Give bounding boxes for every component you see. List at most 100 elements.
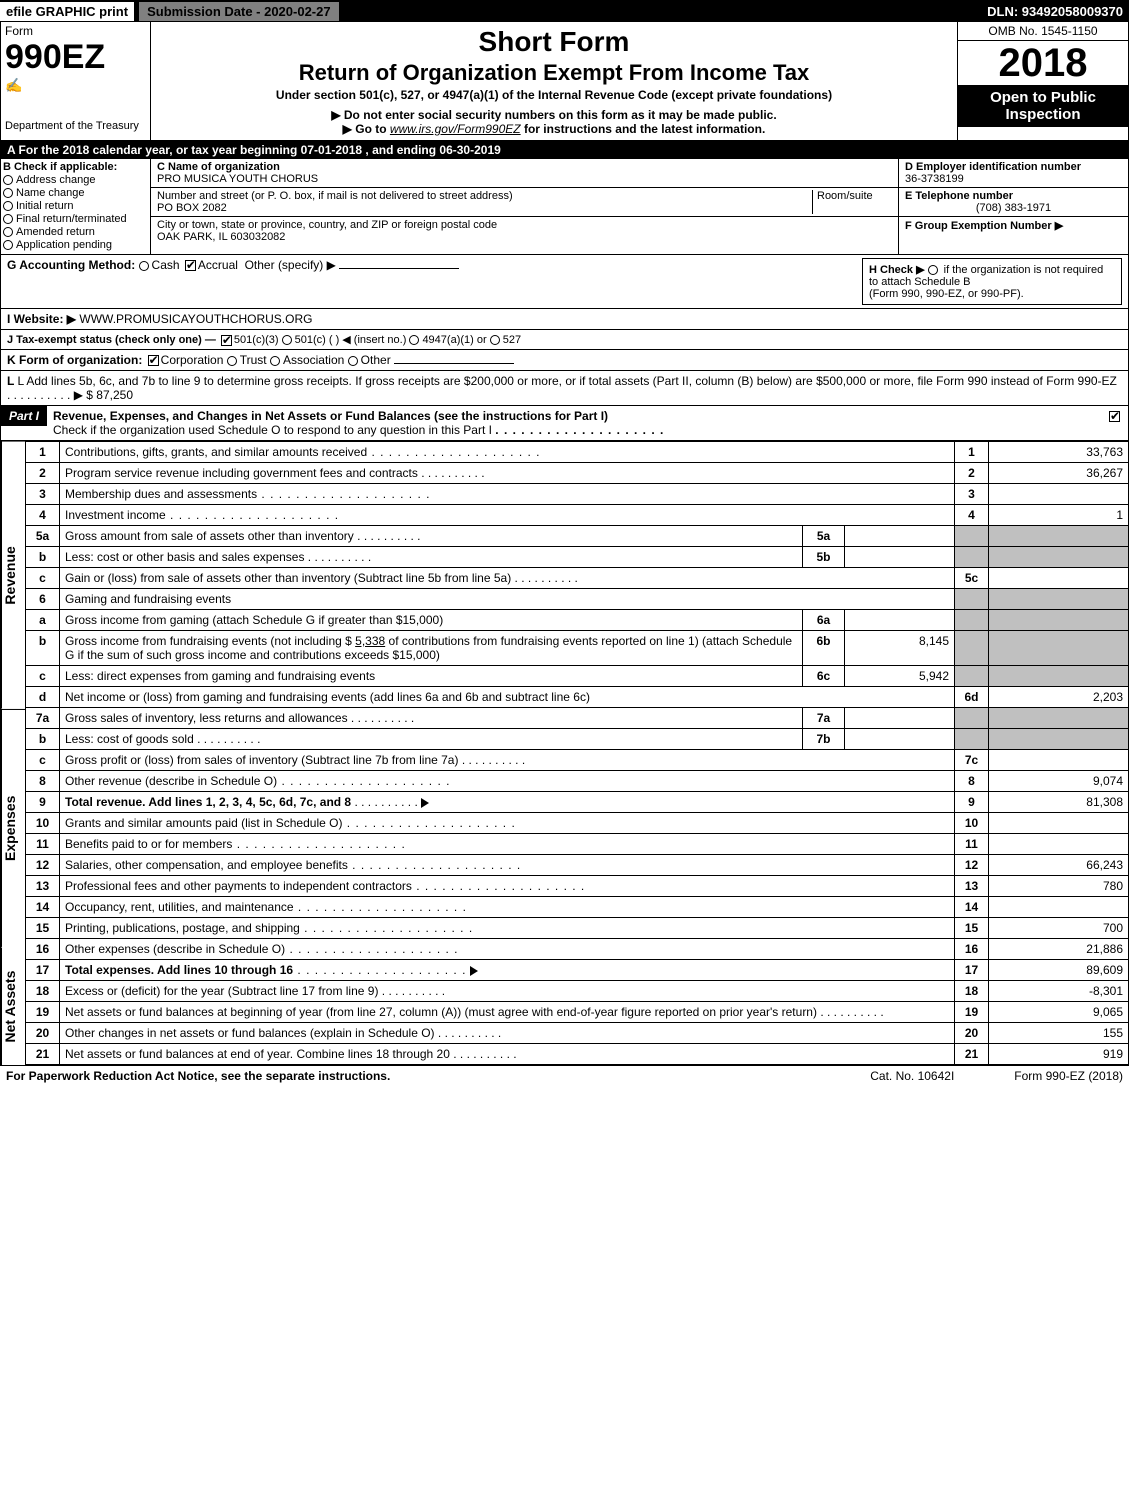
h-text3: (Form 990, 990-EZ, or 990-PF). bbox=[869, 288, 1024, 300]
l19-val: 9,065 bbox=[989, 1002, 1129, 1023]
chk-name-change[interactable] bbox=[3, 188, 13, 198]
tax-year: 2018 bbox=[958, 41, 1128, 85]
l7c-val bbox=[989, 750, 1129, 771]
l6c-num: c bbox=[26, 666, 60, 687]
header-left: Form 990EZ ✍ Department of the Treasury bbox=[1, 22, 151, 140]
k-trust-check[interactable] bbox=[227, 356, 237, 366]
l12-num: 12 bbox=[26, 855, 60, 876]
j-opt3: 4947(a)(1) or bbox=[422, 334, 486, 346]
l21-num: 21 bbox=[26, 1044, 60, 1065]
l18-val: -8,301 bbox=[989, 981, 1129, 1002]
do-not-enter: ▶ Do not enter social security numbers o… bbox=[331, 108, 776, 122]
l6b-num: b bbox=[26, 631, 60, 666]
l7b-num: b bbox=[26, 729, 60, 750]
l11-val bbox=[989, 834, 1129, 855]
g-other: Other (specify) ▶ bbox=[245, 258, 336, 272]
l7a-subnum: 7a bbox=[803, 708, 845, 729]
j-label: J Tax-exempt status (check only one) — bbox=[7, 334, 216, 346]
j-4947-check[interactable] bbox=[409, 335, 419, 345]
l7a-subval bbox=[845, 708, 955, 729]
l17-desc: Total expenses. Add lines 10 through 16 bbox=[65, 963, 293, 977]
i-row: I Website: ▶ WWW.PROMUSICAYOUTHCHORUS.OR… bbox=[0, 309, 1129, 330]
l11-desc: Benefits paid to or for members bbox=[65, 837, 232, 851]
l7c-rnum: 7c bbox=[955, 750, 989, 771]
l1-num: 1 bbox=[26, 442, 60, 463]
line-14: 14Occupancy, rent, utilities, and mainte… bbox=[26, 897, 1129, 918]
chk-initial-return[interactable] bbox=[3, 201, 13, 211]
footer-left: For Paperwork Reduction Act Notice, see … bbox=[6, 1069, 390, 1083]
line-6a: a Gross income from gaming (attach Sched… bbox=[26, 610, 1129, 631]
l6-desc: Gaming and fundraising events bbox=[60, 589, 955, 610]
l6c-subval: 5,942 bbox=[845, 666, 955, 687]
l5b-subval bbox=[845, 547, 955, 568]
k-corp-check[interactable] bbox=[148, 355, 159, 366]
k-assoc: Association bbox=[283, 353, 344, 367]
k-assoc-check[interactable] bbox=[270, 356, 280, 366]
j-501c3-check[interactable] bbox=[221, 335, 232, 346]
l3-val bbox=[989, 484, 1129, 505]
line-1: 1 Contributions, gifts, grants, and simi… bbox=[26, 442, 1129, 463]
l7a-desc: Gross sales of inventory, less returns a… bbox=[65, 711, 348, 725]
part1-check-text: Check if the organization used Schedule … bbox=[53, 423, 492, 437]
g-cash-check[interactable] bbox=[139, 261, 149, 271]
chk-address-change[interactable] bbox=[3, 175, 13, 185]
g-accrual: Accrual bbox=[198, 258, 238, 272]
chk-label-2: Initial return bbox=[16, 200, 73, 212]
g-accrual-check[interactable] bbox=[185, 260, 196, 271]
l15-val: 700 bbox=[989, 918, 1129, 939]
l16-val: 21,886 bbox=[989, 939, 1129, 960]
line-17: 17Total expenses. Add lines 10 through 1… bbox=[26, 960, 1129, 981]
l13-val: 780 bbox=[989, 876, 1129, 897]
l17-val: 89,609 bbox=[989, 960, 1129, 981]
b-label: B Check if applicable: bbox=[3, 161, 148, 173]
h-label: H Check ▶ bbox=[869, 264, 925, 276]
k-other-check[interactable] bbox=[348, 356, 358, 366]
part1-schedule-o-check[interactable] bbox=[1109, 411, 1120, 422]
l14-num: 14 bbox=[26, 897, 60, 918]
line-19: 19Net assets or fund balances at beginni… bbox=[26, 1002, 1129, 1023]
l5a-subnum: 5a bbox=[803, 526, 845, 547]
org-name: PRO MUSICA YOUTH CHORUS bbox=[157, 173, 318, 185]
l4-val: 1 bbox=[989, 505, 1129, 526]
period-begin: 07-01-2018 bbox=[301, 143, 362, 157]
footer-mid: Cat. No. 10642I bbox=[870, 1069, 954, 1083]
line-7c: c Gross profit or (loss) from sales of i… bbox=[26, 750, 1129, 771]
irs-link[interactable]: www.irs.gov/Form990EZ bbox=[390, 122, 521, 136]
goto-suffix: for instructions and the latest informat… bbox=[524, 122, 765, 136]
l7b-subnum: 7b bbox=[803, 729, 845, 750]
l18-num: 18 bbox=[26, 981, 60, 1002]
chk-final-return[interactable] bbox=[3, 214, 13, 224]
l5b-desc: Less: cost or other basis and sales expe… bbox=[65, 550, 304, 564]
line-10: 10Grants and similar amounts paid (list … bbox=[26, 813, 1129, 834]
h-check[interactable] bbox=[928, 265, 938, 275]
l6c-desc: Less: direct expenses from gaming and fu… bbox=[65, 669, 375, 683]
line-13: 13Professional fees and other payments t… bbox=[26, 876, 1129, 897]
netassets-sidebar: Net Assets bbox=[1, 947, 25, 1065]
line-6b: b Gross income from fundraising events (… bbox=[26, 631, 1129, 666]
dept-treasury: Department of the Treasury bbox=[5, 94, 146, 132]
under-section: Under section 501(c), 527, or 4947(a)(1)… bbox=[157, 88, 951, 102]
chk-amended-return[interactable] bbox=[3, 227, 13, 237]
l14-val bbox=[989, 897, 1129, 918]
chk-application-pending[interactable] bbox=[3, 240, 13, 250]
l12-desc: Salaries, other compensation, and employ… bbox=[65, 858, 348, 872]
l3-num: 3 bbox=[26, 484, 60, 505]
header-right: OMB No. 1545-1150 2018 Open to Public In… bbox=[958, 22, 1128, 140]
part1-title: Revenue, Expenses, and Changes in Net As… bbox=[53, 409, 608, 423]
line-4: 4 Investment income 4 1 bbox=[26, 505, 1129, 526]
j-501c-check[interactable] bbox=[282, 335, 292, 345]
k-trust: Trust bbox=[240, 353, 267, 367]
line-3: 3 Membership dues and assessments 3 bbox=[26, 484, 1129, 505]
form-word: Form bbox=[5, 24, 146, 38]
l2-desc: Program service revenue including govern… bbox=[65, 466, 418, 480]
efile-print[interactable]: efile GRAPHIC print bbox=[0, 2, 134, 21]
ein-value: 36-3738199 bbox=[905, 173, 964, 185]
l7b-desc: Less: cost of goods sold bbox=[65, 732, 194, 746]
l6-num: 6 bbox=[26, 589, 60, 610]
l12-val: 66,243 bbox=[989, 855, 1129, 876]
l5a-num: 5a bbox=[26, 526, 60, 547]
l9-desc: Total revenue. Add lines 1, 2, 3, 4, 5c,… bbox=[65, 795, 351, 809]
k-corp: Corporation bbox=[161, 353, 224, 367]
j-527-check[interactable] bbox=[490, 335, 500, 345]
l-value: 87,250 bbox=[96, 388, 133, 402]
